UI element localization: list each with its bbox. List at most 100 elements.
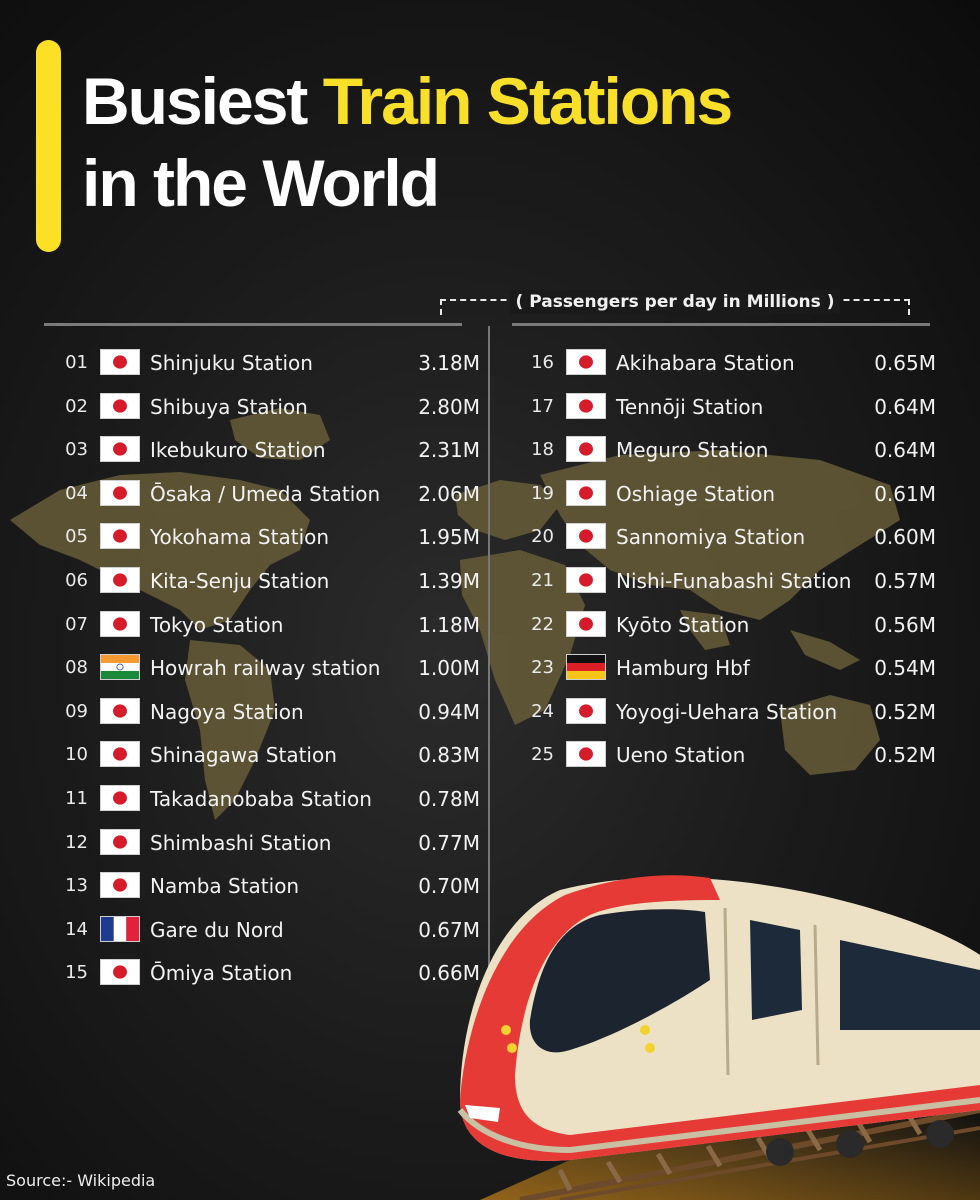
japan-flag-icon xyxy=(566,349,606,375)
station-rank: 23 xyxy=(531,657,554,679)
station-row: 05 Yokohama Station 1.95M xyxy=(44,516,494,560)
station-row: 12 Shimbashi Station 0.77M xyxy=(44,822,494,866)
station-row: 18 Meguro Station 0.64M xyxy=(510,429,960,473)
station-row: 16 Akihabara Station 0.65M xyxy=(510,342,960,386)
station-name: Ōsaka / Umeda Station xyxy=(150,481,381,506)
station-passengers-value: 0.60M xyxy=(874,525,936,550)
japan-flag-icon xyxy=(566,610,606,637)
station-rank: 10 xyxy=(65,744,88,766)
bullet-train-illustration xyxy=(457,875,980,1200)
station-row: 01 Shinjuku Station 3.18M xyxy=(44,342,494,386)
unit-note: ( Passengers per day in Millions ) xyxy=(440,290,910,320)
station-rank: 22 xyxy=(531,613,554,635)
france-flag-icon xyxy=(100,915,140,942)
station-name: Yokohama Station xyxy=(150,525,330,550)
station-rank: 02 xyxy=(65,395,88,417)
station-passengers-value: 1.00M xyxy=(418,656,480,681)
station-row: 15 Ōmiya Station 0.66M xyxy=(44,952,494,996)
station-passengers-value: 2.31M xyxy=(418,438,480,463)
station-row: 20 Sannomiya Station 0.60M xyxy=(510,516,960,560)
page-title: Busiest Train Stations in the World xyxy=(82,60,733,224)
japan-flag-icon xyxy=(100,392,140,419)
station-passengers-value: 0.67M xyxy=(418,917,480,942)
station-name: Nishi-Funabashi Station xyxy=(616,568,852,593)
station-rank: 20 xyxy=(531,526,554,548)
station-name: Sannomiya Station xyxy=(616,525,806,550)
station-rank: 09 xyxy=(65,700,88,722)
station-rank: 11 xyxy=(65,787,88,809)
japan-flag-icon xyxy=(100,610,140,637)
station-rank: 06 xyxy=(65,569,88,591)
station-row: 09 Nagoya Station 0.94M xyxy=(44,691,494,735)
station-row: 25 Ueno Station 0.52M xyxy=(510,734,960,778)
station-rank: 21 xyxy=(531,569,554,591)
station-row: 22 Kyōto Station 0.56M xyxy=(510,604,960,648)
station-passengers-value: 2.80M xyxy=(418,394,480,419)
station-name: Nagoya Station xyxy=(150,699,304,724)
column-divider xyxy=(488,326,490,1016)
station-passengers-value: 0.54M xyxy=(874,656,936,681)
station-rank: 18 xyxy=(531,439,554,461)
station-rank: 19 xyxy=(531,482,554,504)
japan-flag-icon xyxy=(100,872,140,899)
station-passengers-value: 0.70M xyxy=(418,874,480,899)
station-name: Meguro Station xyxy=(616,438,769,463)
station-name: Kita-Senju Station xyxy=(150,568,330,593)
station-passengers-value: 0.78M xyxy=(418,786,480,811)
japan-flag-icon xyxy=(100,566,140,593)
station-passengers-value: 0.65M xyxy=(874,351,936,375)
station-passengers-value: 0.77M xyxy=(418,830,480,855)
world-map-background xyxy=(10,408,900,820)
station-name: Howrah railway station xyxy=(150,656,381,681)
station-passengers-value: 0.64M xyxy=(874,438,936,463)
japan-flag-icon xyxy=(100,349,140,375)
japan-flag-icon xyxy=(100,523,140,550)
station-passengers-value: 0.56M xyxy=(874,612,936,637)
station-rank: 07 xyxy=(65,613,88,635)
station-name: Shibuya Station xyxy=(150,394,308,419)
source-note: Source:- Wikipedia xyxy=(6,1171,156,1190)
station-row: 13 Namba Station 0.70M xyxy=(44,865,494,909)
station-row: 24 Yoyogi-Uehara Station 0.52M xyxy=(510,691,960,735)
station-row: 04 Ōsaka / Umeda Station 2.06M xyxy=(44,473,494,517)
japan-flag-icon xyxy=(100,784,140,811)
station-rank: 13 xyxy=(65,875,88,897)
unit-note-label: ( Passengers per day in Millions ) xyxy=(510,290,840,314)
station-name: Ueno Station xyxy=(616,743,746,768)
station-name: Ikebukuro Station xyxy=(150,438,326,463)
station-rank: 15 xyxy=(65,962,88,984)
station-name: Takadanobaba Station xyxy=(150,786,372,811)
japan-flag-icon xyxy=(100,741,140,768)
station-name: Shinagawa Station xyxy=(150,743,337,768)
station-rank: 14 xyxy=(65,918,88,940)
station-name: Akihabara Station xyxy=(616,351,795,375)
station-name: Hamburg Hbf xyxy=(616,656,750,681)
station-name: Shimbashi Station xyxy=(150,830,332,855)
station-name: Namba Station xyxy=(150,874,300,899)
station-row: 19 Oshiage Station 0.61M xyxy=(510,473,960,517)
japan-flag-icon xyxy=(100,697,140,724)
ranking-column-right: 16 Akihabara Station 0.65M 17 Tennōji Statio… xyxy=(510,342,960,778)
station-row: 02 Shibuya Station 2.80M xyxy=(44,386,494,430)
japan-flag-icon xyxy=(566,697,606,724)
station-name: Tokyo Station xyxy=(150,612,284,637)
station-rank: 25 xyxy=(531,744,554,766)
station-passengers-value: 0.66M xyxy=(418,961,480,986)
station-row: 21 Nishi-Funabashi Station 0.57M xyxy=(510,560,960,604)
station-name: Gare du Nord xyxy=(150,917,284,942)
station-passengers-value: 0.52M xyxy=(874,743,936,768)
station-rank: 05 xyxy=(65,526,88,548)
station-rank: 08 xyxy=(65,657,88,679)
station-passengers-value: 0.52M xyxy=(874,699,936,724)
station-rank: 03 xyxy=(65,439,88,461)
japan-flag-icon xyxy=(566,566,606,593)
station-passengers-value: 2.06M xyxy=(418,481,480,506)
japan-flag-icon xyxy=(566,523,606,550)
station-rank: 01 xyxy=(65,352,88,373)
station-row: 17 Tennōji Station 0.64M xyxy=(510,386,960,430)
station-passengers-value: 1.95M xyxy=(418,525,480,550)
station-passengers-value: 0.61M xyxy=(874,481,936,506)
station-passengers-value: 0.64M xyxy=(874,394,936,419)
ranking-column-left: 01 Shinjuku Station 3.18M 02 Shibuya Station… xyxy=(44,342,494,996)
title-line1-white: Busiest xyxy=(82,64,323,138)
